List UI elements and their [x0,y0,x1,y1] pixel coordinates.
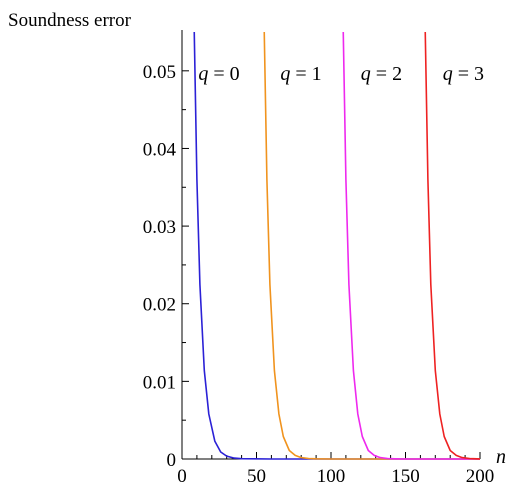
series-label: q = 0 [198,63,239,85]
series-label: q = 1 [280,63,321,85]
x-tick-label: 50 [247,466,266,487]
y-axis-title: Soundness error [8,10,132,31]
x-tick-label: 150 [391,466,420,487]
y-tick-label: 0.05 [143,62,176,83]
curves [193,32,481,460]
y-tick-label: 0 [167,450,177,471]
series-line [342,32,480,460]
series-line [424,32,481,460]
y-tick-label: 0.01 [143,372,176,393]
x-tick-label: 100 [317,466,346,487]
series-labels: q = 0 q = 1 q = 2 q = 3 [198,63,484,85]
y-tick-label: 0.04 [143,139,177,160]
x-tick-label: 0 [177,466,187,487]
y-tick-label: 0.03 [143,217,176,238]
x-tick-label: 200 [466,466,495,487]
series-label: q = 2 [361,63,402,85]
axes: 0 50 100 150 200 0 0.01 0.02 0.03 0.04 0.05 [143,30,495,487]
y-tick-label: 0.02 [143,295,176,316]
x-axis-title: n [496,446,506,468]
series-label: q = 3 [443,63,484,85]
series-line [263,32,480,460]
